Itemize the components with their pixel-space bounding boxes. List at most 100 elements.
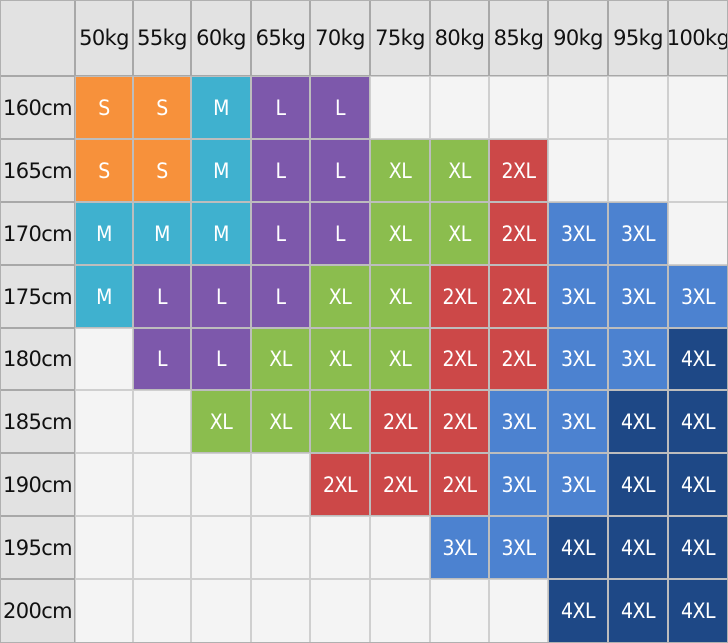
empty-cell: [191, 579, 251, 643]
size-cell: XL: [430, 202, 489, 265]
size-cell: 4XL: [548, 516, 608, 579]
size-cell: 3XL: [548, 453, 608, 516]
size-cell: 3XL: [548, 390, 608, 453]
size-cell: 3XL: [548, 328, 608, 390]
empty-cell: [668, 76, 728, 139]
size-cell: 4XL: [668, 516, 728, 579]
height-header: 160cm: [0, 76, 75, 139]
weight-header: 65kg: [251, 0, 310, 76]
size-cell: XL: [251, 390, 310, 453]
size-cell: 4XL: [668, 579, 728, 643]
weight-header: 85kg: [489, 0, 548, 76]
weight-header: 100kg: [667, 0, 728, 76]
size-cell: 2XL: [489, 265, 548, 328]
empty-cell: [370, 76, 430, 139]
size-cell: 3XL: [430, 516, 489, 579]
height-header: 190cm: [0, 453, 75, 516]
size-cell: XL: [370, 139, 430, 202]
size-cell: M: [191, 202, 251, 265]
weight-header: 60kg: [191, 0, 251, 76]
empty-cell: [191, 453, 251, 516]
size-cell: XL: [370, 265, 430, 328]
size-cell: 2XL: [430, 265, 489, 328]
size-cell: M: [75, 202, 133, 265]
size-cell: 3XL: [489, 390, 548, 453]
size-cell: L: [191, 328, 251, 390]
size-cell: L: [310, 139, 370, 202]
size-cell: XL: [310, 328, 370, 390]
size-cell: 3XL: [548, 265, 608, 328]
empty-cell: [668, 139, 728, 202]
empty-cell: [251, 453, 310, 516]
size-cell: 4XL: [608, 390, 668, 453]
height-header: 170cm: [0, 202, 75, 265]
size-cell: 2XL: [370, 453, 430, 516]
size-cell: 3XL: [608, 202, 668, 265]
weight-header: 90kg: [548, 0, 608, 76]
size-cell: 3XL: [489, 453, 548, 516]
empty-cell: [75, 516, 133, 579]
height-header: 195cm: [0, 516, 75, 579]
size-cell: XL: [310, 390, 370, 453]
size-cell: L: [133, 328, 191, 390]
size-cell: XL: [251, 328, 310, 390]
size-cell: L: [310, 76, 370, 139]
size-cell: 3XL: [668, 265, 728, 328]
size-cell: 3XL: [548, 202, 608, 265]
empty-cell: [430, 76, 489, 139]
empty-cell: [548, 139, 608, 202]
size-cell: XL: [191, 390, 251, 453]
size-cell: L: [310, 202, 370, 265]
empty-cell: [430, 579, 489, 643]
size-cell: XL: [310, 265, 370, 328]
size-cell: 4XL: [668, 328, 728, 390]
weight-header: 55kg: [133, 0, 191, 76]
size-cell: L: [251, 265, 310, 328]
weight-header: 50kg: [75, 0, 133, 76]
empty-cell: [310, 516, 370, 579]
weight-header: 75kg: [370, 0, 430, 76]
size-cell: L: [133, 265, 191, 328]
height-header: 180cm: [0, 328, 75, 390]
empty-cell: [133, 579, 191, 643]
size-cell: 4XL: [668, 453, 728, 516]
empty-cell: [668, 202, 728, 265]
size-cell: 2XL: [430, 328, 489, 390]
empty-cell: [75, 328, 133, 390]
size-cell: 4XL: [548, 579, 608, 643]
empty-cell: [548, 76, 608, 139]
height-header: 185cm: [0, 390, 75, 453]
weight-header: 70kg: [310, 0, 370, 76]
height-header: 200cm: [0, 579, 75, 643]
corner-header-cell: [0, 0, 75, 76]
height-header: 175cm: [0, 265, 75, 328]
empty-cell: [608, 139, 668, 202]
empty-cell: [75, 390, 133, 453]
size-cell: 4XL: [668, 390, 728, 453]
size-cell: M: [191, 76, 251, 139]
size-cell: XL: [430, 139, 489, 202]
size-cell: 2XL: [489, 202, 548, 265]
size-cell: 2XL: [430, 390, 489, 453]
size-cell: 2XL: [310, 453, 370, 516]
size-cell: XL: [370, 328, 430, 390]
empty-cell: [370, 579, 430, 643]
empty-cell: [310, 579, 370, 643]
size-cell: XL: [370, 202, 430, 265]
size-cell: 3XL: [608, 265, 668, 328]
size-cell: 4XL: [608, 579, 668, 643]
weight-header: 80kg: [430, 0, 489, 76]
empty-cell: [370, 516, 430, 579]
size-cell: 2XL: [370, 390, 430, 453]
empty-cell: [251, 516, 310, 579]
size-cell: 4XL: [608, 453, 668, 516]
size-cell: 2XL: [430, 453, 489, 516]
size-cell: M: [75, 265, 133, 328]
size-cell: S: [75, 139, 133, 202]
empty-cell: [75, 579, 133, 643]
size-cell: L: [191, 265, 251, 328]
empty-cell: [133, 453, 191, 516]
size-cell: L: [251, 76, 310, 139]
empty-cell: [608, 76, 668, 139]
